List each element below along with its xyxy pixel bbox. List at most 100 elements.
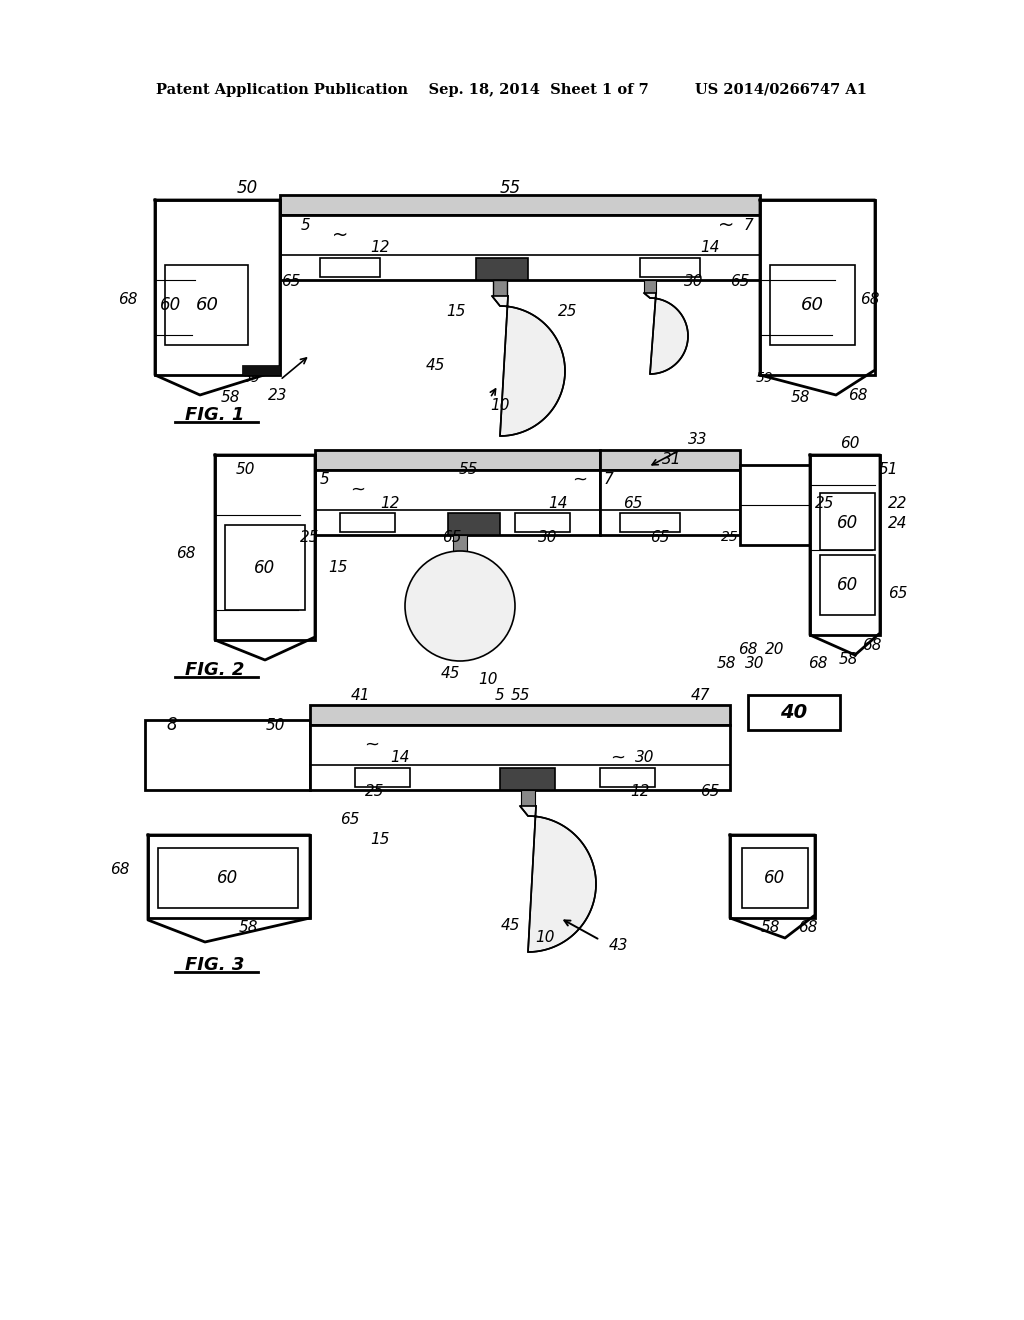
Bar xyxy=(740,465,810,545)
Text: 60: 60 xyxy=(838,513,859,532)
Bar xyxy=(476,257,528,280)
Text: 68: 68 xyxy=(111,862,130,878)
Text: 14: 14 xyxy=(548,495,567,511)
Bar xyxy=(748,696,840,730)
Text: 23: 23 xyxy=(268,388,288,403)
Text: 33: 33 xyxy=(688,433,708,447)
Text: 25: 25 xyxy=(815,495,835,511)
Text: 15: 15 xyxy=(329,560,348,574)
Text: 25: 25 xyxy=(366,784,385,800)
Text: FIG. 3: FIG. 3 xyxy=(185,956,245,974)
Text: ~: ~ xyxy=(718,215,734,235)
Text: 15: 15 xyxy=(446,305,466,319)
Bar xyxy=(340,513,395,532)
Text: 5: 5 xyxy=(496,688,505,702)
Text: 55: 55 xyxy=(510,688,529,702)
Polygon shape xyxy=(492,296,565,436)
Bar xyxy=(315,450,600,470)
Text: 30: 30 xyxy=(539,529,558,544)
Bar xyxy=(820,554,874,615)
Text: 30: 30 xyxy=(684,275,703,289)
Text: FIG. 2: FIG. 2 xyxy=(185,661,245,678)
Bar xyxy=(760,201,874,375)
Text: FIG. 1: FIG. 1 xyxy=(185,407,245,424)
Text: 51: 51 xyxy=(879,462,898,478)
Bar xyxy=(158,847,298,908)
Text: 58: 58 xyxy=(220,391,240,405)
Bar xyxy=(521,789,535,807)
Text: 25: 25 xyxy=(558,305,578,319)
Text: 55: 55 xyxy=(459,462,478,477)
Text: 50: 50 xyxy=(237,180,258,197)
Text: 25: 25 xyxy=(300,529,319,544)
Text: 45: 45 xyxy=(425,358,444,372)
Text: 30: 30 xyxy=(745,656,765,671)
Bar xyxy=(600,450,740,470)
Text: 65: 65 xyxy=(624,495,643,511)
Text: 60: 60 xyxy=(254,558,275,577)
Text: 41: 41 xyxy=(350,688,370,702)
Text: 31: 31 xyxy=(663,453,682,467)
Bar xyxy=(225,525,305,610)
Bar xyxy=(620,513,680,532)
Text: ~: ~ xyxy=(332,226,348,244)
Text: 68: 68 xyxy=(862,638,882,652)
Text: ~: ~ xyxy=(365,737,380,754)
Text: 68: 68 xyxy=(808,656,827,671)
Bar xyxy=(600,768,655,787)
Text: 60: 60 xyxy=(217,869,239,887)
Bar xyxy=(515,513,570,532)
Bar xyxy=(644,280,656,293)
Text: 58: 58 xyxy=(791,391,810,405)
Text: 68: 68 xyxy=(118,293,138,308)
Polygon shape xyxy=(644,293,688,374)
Text: 65: 65 xyxy=(442,529,462,544)
Bar xyxy=(148,836,310,917)
Bar xyxy=(319,257,380,277)
Bar xyxy=(242,366,280,375)
Text: 65: 65 xyxy=(888,586,907,601)
Bar xyxy=(165,265,248,345)
Text: 58: 58 xyxy=(239,920,258,936)
Bar xyxy=(453,535,467,550)
Text: 15: 15 xyxy=(371,833,390,847)
Text: 55: 55 xyxy=(500,180,520,197)
Bar xyxy=(500,768,555,789)
Text: 59: 59 xyxy=(243,371,261,385)
Text: 60: 60 xyxy=(801,296,823,314)
Text: 58: 58 xyxy=(716,656,736,671)
Text: 22: 22 xyxy=(888,495,907,511)
Text: 20: 20 xyxy=(765,643,784,657)
Bar xyxy=(355,768,410,787)
Text: 45: 45 xyxy=(501,917,520,932)
Text: 45: 45 xyxy=(440,665,460,681)
Text: 60: 60 xyxy=(764,869,785,887)
Bar xyxy=(280,195,760,215)
Text: 65: 65 xyxy=(700,784,720,800)
Text: 10: 10 xyxy=(478,672,498,688)
Bar xyxy=(215,455,315,640)
Text: 24: 24 xyxy=(888,516,907,531)
Text: 50: 50 xyxy=(265,718,285,733)
Text: 10: 10 xyxy=(490,399,510,413)
Text: 68: 68 xyxy=(860,293,880,308)
Circle shape xyxy=(406,550,515,661)
Text: 5: 5 xyxy=(321,473,330,487)
Text: 68: 68 xyxy=(176,545,196,561)
Bar xyxy=(280,215,760,280)
Text: 59: 59 xyxy=(756,371,774,385)
Text: 60: 60 xyxy=(161,296,181,314)
Text: 68: 68 xyxy=(738,643,758,657)
Text: 7: 7 xyxy=(603,473,613,487)
Bar xyxy=(600,470,740,535)
Text: 40: 40 xyxy=(780,702,808,722)
Bar xyxy=(810,455,880,635)
Text: 47: 47 xyxy=(690,688,710,702)
Text: 8: 8 xyxy=(167,715,177,734)
Text: 12: 12 xyxy=(630,784,650,800)
Text: 12: 12 xyxy=(380,495,399,511)
Bar xyxy=(310,725,730,789)
Text: 50: 50 xyxy=(236,462,255,477)
Text: 60: 60 xyxy=(838,576,859,594)
Text: 12: 12 xyxy=(371,240,390,256)
